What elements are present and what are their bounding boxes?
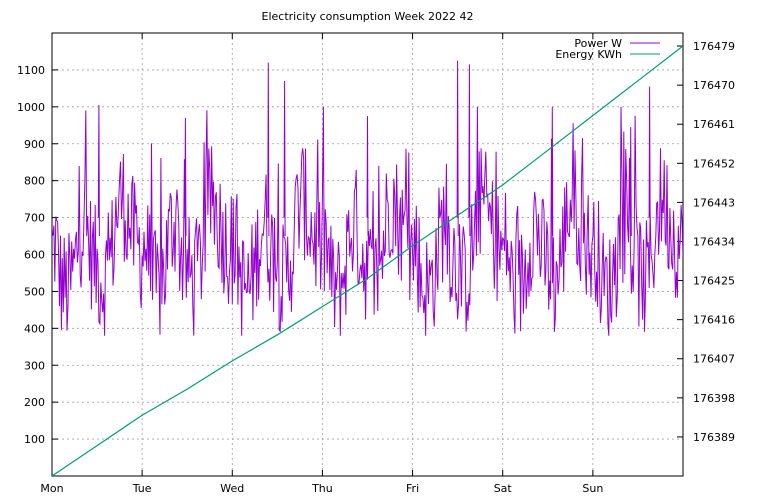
x-tick-label: Tue — [132, 482, 152, 495]
y-tick-label-right: 176425 — [693, 275, 735, 288]
y-tick-label-left: 100 — [24, 433, 45, 446]
series-layer — [52, 45, 683, 476]
y-tick-label-left: 700 — [24, 212, 45, 225]
y-tick-label-right: 176407 — [693, 353, 735, 366]
x-tick-label: Thu — [311, 482, 333, 495]
chart-title: Electricity consumption Week 2022 42 — [262, 10, 474, 23]
y-tick-label-right: 176443 — [693, 196, 735, 209]
y-tick-label-left: 300 — [24, 359, 45, 372]
series-power-line — [52, 60, 683, 336]
x-tick-label: Sat — [494, 482, 513, 495]
x-tick-label: Sun — [582, 482, 603, 495]
y-tick-label-left: 800 — [24, 175, 45, 188]
legend: Power W Energy KWh — [555, 37, 660, 61]
y-tick-label-right: 176398 — [693, 392, 735, 405]
y-tick-label-left: 900 — [24, 138, 45, 151]
x-tick-label: Wed — [220, 482, 244, 495]
y-tick-label-left: 600 — [24, 249, 45, 262]
series-energy-line — [52, 45, 683, 476]
y-tick-label-right: 176479 — [693, 40, 735, 53]
x-tick-label: Fri — [406, 482, 419, 495]
y-tick-label-right: 176389 — [693, 431, 735, 444]
y-tick-label-left: 1100 — [17, 64, 45, 77]
x-tick-label: Mon — [40, 482, 63, 495]
y-tick-label-left: 500 — [24, 285, 45, 298]
y-tick-label-right: 176470 — [693, 79, 735, 92]
y-tick-label-left: 400 — [24, 322, 45, 335]
legend-label-energy: Energy KWh — [555, 48, 622, 61]
y-tick-label-right: 176434 — [693, 235, 735, 248]
legend-label-power: Power W — [574, 37, 622, 50]
y-tick-label-left: 1000 — [17, 101, 45, 114]
y-tick-label-right: 176452 — [693, 157, 735, 170]
y-tick-label-left: 200 — [24, 396, 45, 409]
y-tick-label-right: 176461 — [693, 118, 735, 131]
y-tick-label-right: 176416 — [693, 314, 735, 327]
axes: Mon Tue Wed Thu Fri Sat Sun 100 200 300 400 500 600 7… — [17, 32, 735, 495]
